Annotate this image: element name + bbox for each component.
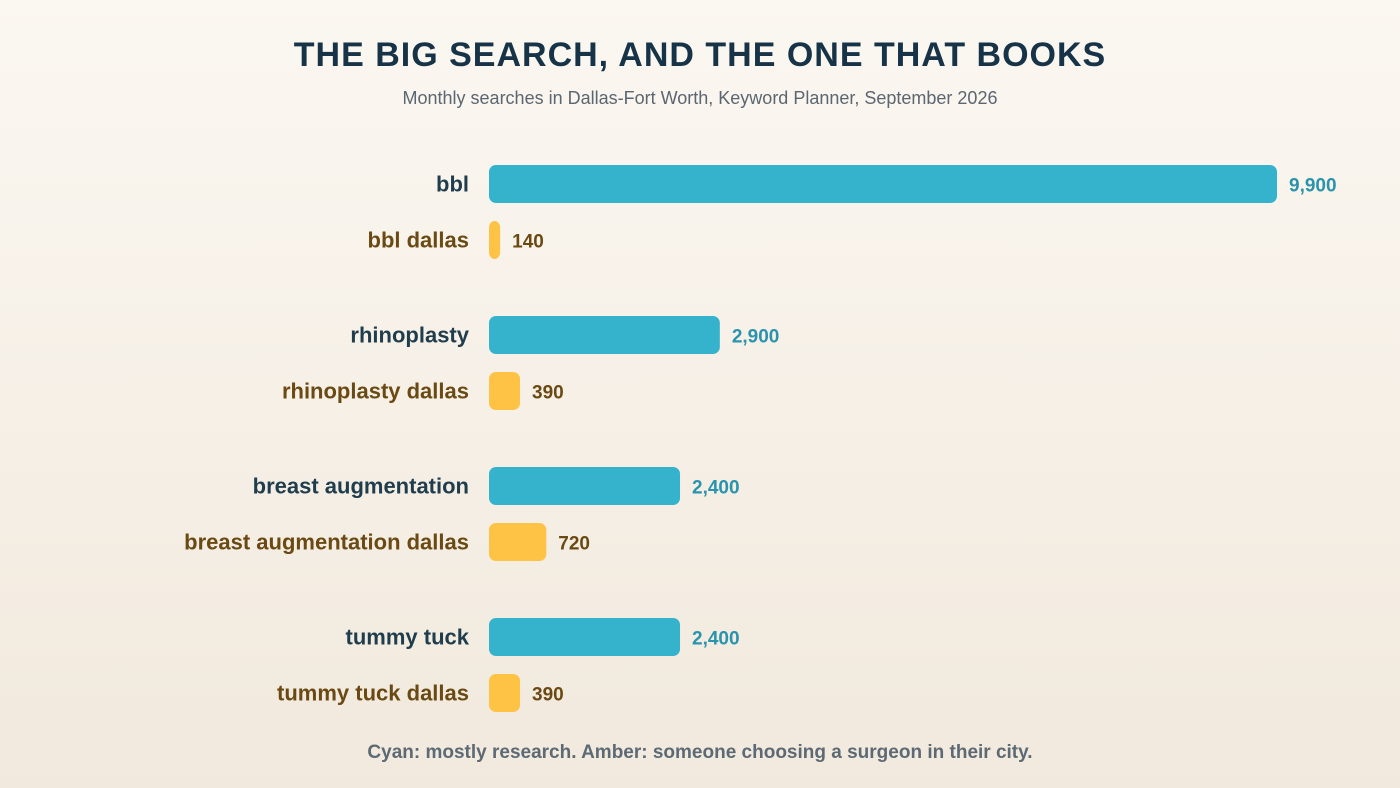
value-label-bbl: 9,900: [1289, 176, 1337, 197]
category-label-rhinoplasty: rhinoplasty: [350, 323, 469, 348]
bar-breast-augmentation: [489, 467, 681, 505]
category-label-breast-augmentation: breast augmentation: [253, 474, 469, 499]
bar-bbl-dallas: [489, 221, 501, 259]
category-label-bbl: bbl: [436, 172, 469, 197]
category-label-rhinoplasty-dallas: rhinoplasty dallas: [282, 379, 469, 404]
value-label-tummy-tuck: 2,400: [692, 629, 740, 650]
bar-bbl: [489, 165, 1277, 203]
value-label-rhinoplasty-dallas: 390: [532, 383, 564, 404]
category-label-tummy-tuck: tummy tuck: [346, 625, 470, 650]
chart-title: THE BIG SEARCH, AND THE ONE THAT BOOKS: [293, 36, 1107, 74]
value-label-breast-augmentation: 2,400: [692, 478, 740, 499]
value-label-bbl-dallas: 140: [512, 232, 544, 253]
chart-subtitle: Monthly searches in Dallas-Fort Worth, K…: [402, 88, 998, 108]
value-label-rhinoplasty: 2,900: [732, 327, 780, 348]
category-label-bbl-dallas: bbl dallas: [368, 228, 469, 253]
value-label-breast-augmentation-dallas: 720: [558, 534, 590, 555]
bar-rhinoplasty: [489, 316, 720, 354]
bar-breast-augmentation-dallas: [489, 523, 547, 561]
bar-rhinoplasty-dallas: [489, 372, 521, 410]
category-label-tummy-tuck-dallas: tummy tuck dallas: [277, 681, 469, 706]
chart-footnote: Cyan: mostly research. Amber: someone ch…: [367, 742, 1033, 763]
value-label-tummy-tuck-dallas: 390: [532, 685, 564, 706]
bar-tummy-tuck-dallas: [489, 674, 521, 712]
bar-tummy-tuck: [489, 618, 681, 656]
category-label-breast-augmentation-dallas: breast augmentation dallas: [184, 530, 469, 555]
